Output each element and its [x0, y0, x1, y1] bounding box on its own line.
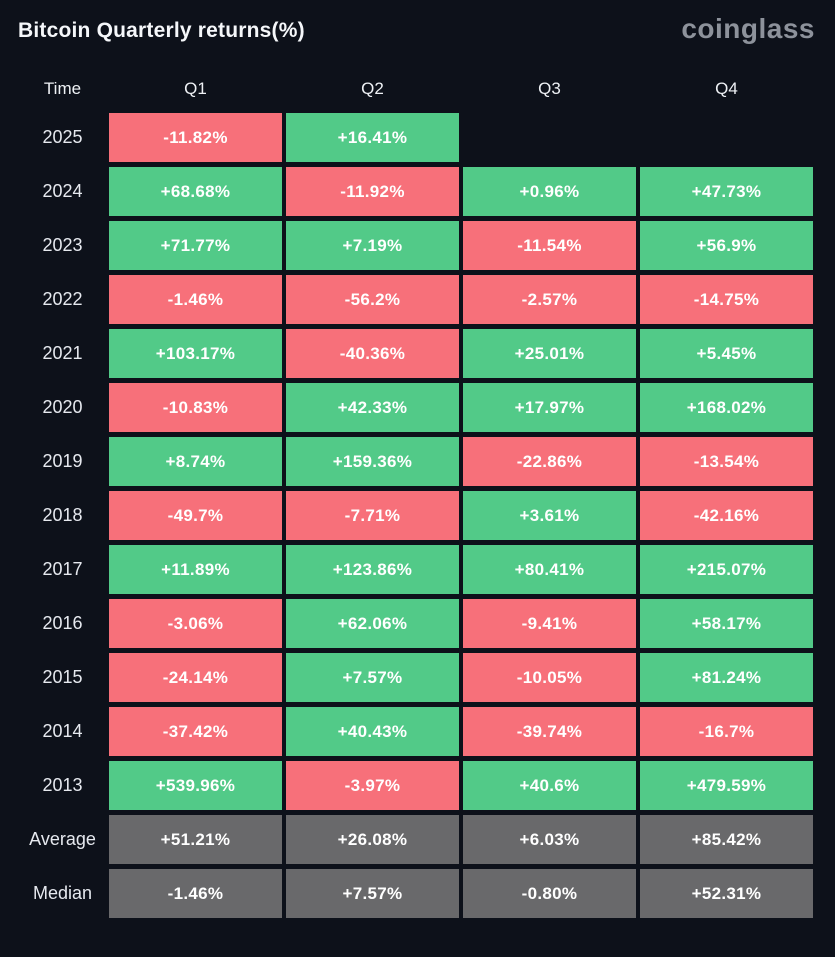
column-header-q2: Q2	[361, 79, 384, 98]
cell-2019-q2: +159.36%	[286, 437, 459, 486]
row-label: Median	[32, 883, 93, 903]
cell-2022-q1: -1.46%	[109, 275, 282, 324]
cell-2013-q1: +539.96%	[109, 761, 282, 810]
row-label: 2018	[42, 505, 83, 525]
cell-median-q4: +52.31%	[640, 869, 813, 918]
cell-2025-q1: -11.82%	[109, 113, 282, 162]
cell-2017-q4: +215.07%	[640, 545, 813, 594]
cell-2019-q3: -22.86%	[463, 437, 636, 486]
row-label: 2015	[42, 667, 83, 687]
cell-2025-q4	[640, 113, 813, 162]
cell-2020-q2: +42.33%	[286, 383, 459, 432]
cell-2022-q4: -14.75%	[640, 275, 813, 324]
cell-2013-q4: +479.59%	[640, 761, 813, 810]
cell-2013-q3: +40.6%	[463, 761, 636, 810]
coinglass-logo[interactable]: coinglass	[681, 13, 815, 44]
cell-median-q1: -1.46%	[109, 869, 282, 918]
cell-average-q3: +6.03%	[463, 815, 636, 864]
cell-2023-q2: +7.19%	[286, 221, 459, 270]
cell-2021-q1: +103.17%	[109, 329, 282, 378]
cell-2016-q2: +62.06%	[286, 599, 459, 648]
cell-2015-q1: -24.14%	[109, 653, 282, 702]
cell-2024-q3: +0.96%	[463, 167, 636, 216]
cell-2021-q3: +25.01%	[463, 329, 636, 378]
row-label: 2016	[42, 613, 83, 633]
cell-2020-q3: +17.97%	[463, 383, 636, 432]
cell-2025-q3	[463, 113, 636, 162]
cell-2020-q1: -10.83%	[109, 383, 282, 432]
row-label: 2020	[42, 397, 83, 417]
row-label: 2023	[42, 235, 83, 255]
cell-2015-q4: +81.24%	[640, 653, 813, 702]
cell-2014-q2: +40.43%	[286, 707, 459, 756]
row-label: Average	[29, 829, 96, 849]
column-header-q4: Q4	[715, 79, 738, 98]
row-label: 2022	[42, 289, 83, 309]
cell-2016-q3: -9.41%	[463, 599, 636, 648]
row-label: 2017	[42, 559, 83, 579]
row-label: 2025	[42, 127, 83, 147]
cell-2018-q4: -42.16%	[640, 491, 813, 540]
cell-2023-q3: -11.54%	[463, 221, 636, 270]
cell-2018-q2: -7.71%	[286, 491, 459, 540]
cell-2023-q1: +71.77%	[109, 221, 282, 270]
returns-table: Time Q1 Q2 Q3 Q4 2025 -11.82% +16.41% 2024 +…	[0, 70, 813, 918]
cell-2015-q2: +7.57%	[286, 653, 459, 702]
cell-2020-q4: +168.02%	[640, 383, 813, 432]
cell-2024-q4: +47.73%	[640, 167, 813, 216]
column-header-q1: Q1	[184, 79, 207, 98]
cell-2022-q3: -2.57%	[463, 275, 636, 324]
row-label: 2013	[42, 775, 83, 795]
cell-2021-q2: -40.36%	[286, 329, 459, 378]
cell-2014-q3: -39.74%	[463, 707, 636, 756]
page-title: Bitcoin Quarterly returns(%)	[18, 19, 305, 42]
cell-2017-q1: +11.89%	[109, 545, 282, 594]
cell-average-q4: +85.42%	[640, 815, 813, 864]
row-label: 2019	[42, 451, 83, 471]
header-bar: Bitcoin Quarterly returns(%) coinglass	[0, 0, 835, 46]
cell-2018-q1: -49.7%	[109, 491, 282, 540]
cell-2014-q4: -16.7%	[640, 707, 813, 756]
cell-2019-q4: -13.54%	[640, 437, 813, 486]
row-label: 2024	[42, 181, 83, 201]
cell-average-q2: +26.08%	[286, 815, 459, 864]
cell-2023-q4: +56.9%	[640, 221, 813, 270]
cell-2024-q2: -11.92%	[286, 167, 459, 216]
cell-median-q2: +7.57%	[286, 869, 459, 918]
cell-2024-q1: +68.68%	[109, 167, 282, 216]
cell-median-q3: -0.80%	[463, 869, 636, 918]
column-header-q3: Q3	[538, 79, 561, 98]
cell-2014-q1: -37.42%	[109, 707, 282, 756]
column-header-time: Time	[43, 79, 82, 98]
cell-2021-q4: +5.45%	[640, 329, 813, 378]
cell-2017-q3: +80.41%	[463, 545, 636, 594]
cell-2015-q3: -10.05%	[463, 653, 636, 702]
cell-2016-q1: -3.06%	[109, 599, 282, 648]
cell-2016-q4: +58.17%	[640, 599, 813, 648]
cell-2017-q2: +123.86%	[286, 545, 459, 594]
cell-2022-q2: -56.2%	[286, 275, 459, 324]
row-label: 2014	[42, 721, 83, 741]
row-label: 2021	[42, 343, 83, 363]
cell-2025-q2: +16.41%	[286, 113, 459, 162]
cell-2019-q1: +8.74%	[109, 437, 282, 486]
cell-2018-q3: +3.61%	[463, 491, 636, 540]
cell-2013-q2: -3.97%	[286, 761, 459, 810]
cell-average-q1: +51.21%	[109, 815, 282, 864]
